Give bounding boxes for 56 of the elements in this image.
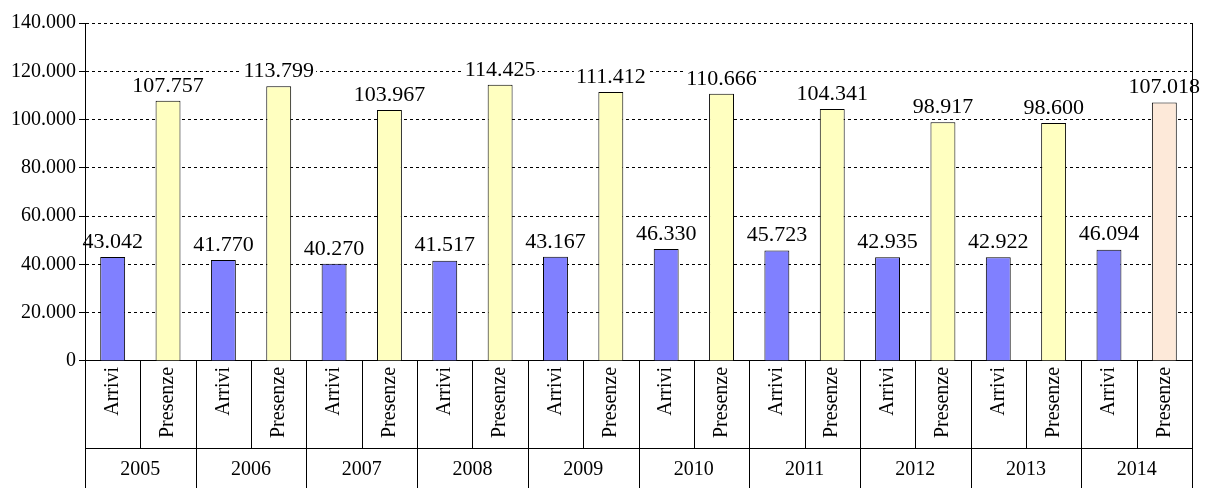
text: 2007 — [341, 457, 382, 480]
y-tick-label: 120.000 — [11, 58, 76, 81]
data-label: 98.917 — [912, 92, 974, 118]
data-label: 107.757 — [132, 71, 204, 97]
x-tick-label: Presenze — [376, 366, 399, 438]
data-label: 98.600 — [1023, 93, 1084, 119]
text: 2005 — [120, 457, 161, 480]
x-tick-label: Arrivi — [99, 366, 122, 416]
x-tick-label: Presenze — [487, 366, 510, 438]
text: 2010 — [673, 457, 714, 480]
data-label: 40.270 — [303, 234, 365, 260]
data-label: 45.723 — [746, 221, 808, 247]
text: 2014 — [1116, 457, 1157, 480]
x-tick-label: Arrivi — [985, 366, 1008, 416]
x-tick-label: Presenze — [155, 366, 178, 438]
data-label: 41.770 — [193, 230, 254, 256]
x-tick-label: Presenze — [598, 366, 621, 438]
text: 2008 — [452, 457, 493, 480]
data-label: 41.517 — [414, 231, 476, 257]
x-tick-label: Arrivi — [653, 366, 676, 416]
y-tick-label: 80.000 — [21, 155, 76, 178]
y-tick-label: 140.000 — [11, 10, 76, 33]
x-tick-label: Presenze — [930, 366, 953, 438]
text: 2006 — [231, 457, 272, 480]
y-tick-label: 60.000 — [21, 203, 76, 226]
data-label: 42.922 — [968, 228, 1029, 254]
x-tick-label: Presenze — [708, 366, 731, 438]
data-label: 103.967 — [353, 80, 426, 106]
text: 2012 — [895, 457, 936, 480]
x-tick-label: Arrivi — [764, 366, 787, 416]
x-tick-label: Arrivi — [432, 366, 455, 416]
y-tick-label: 40.000 — [21, 251, 76, 274]
data-label: 110.666 — [686, 64, 757, 90]
data-label: 42.935 — [857, 228, 918, 254]
data-label: 46.094 — [1078, 220, 1140, 246]
x-tick-label: Arrivi — [874, 366, 897, 416]
data-label: 104.341 — [796, 79, 868, 105]
data-label: 43.167 — [525, 227, 586, 253]
data-label: 114.425 — [464, 55, 536, 81]
x-tick-label: Arrivi — [321, 366, 344, 416]
y-tick-label: 100.000 — [11, 106, 76, 129]
data-label: 46.330 — [635, 219, 697, 245]
x-tick-label: Presenze — [265, 366, 288, 438]
x-tick-label: Presenze — [819, 366, 842, 438]
data-label: 113.799 — [243, 57, 315, 83]
y-tick-label: 20.000 — [21, 299, 76, 322]
text: 2011 — [784, 457, 825, 480]
data-label: 111.412 — [575, 62, 646, 88]
x-tick-label: Presenze — [1040, 366, 1063, 438]
x-tick-label: Arrivi — [542, 366, 565, 416]
x-tick-label: Arrivi — [1096, 366, 1119, 416]
x-tick-label: Presenze — [1151, 366, 1174, 438]
text: 2009 — [563, 457, 604, 480]
y-tick-label: 0 — [66, 348, 76, 371]
x-tick-label: Arrivi — [210, 366, 233, 416]
text: 2013 — [1005, 457, 1046, 480]
